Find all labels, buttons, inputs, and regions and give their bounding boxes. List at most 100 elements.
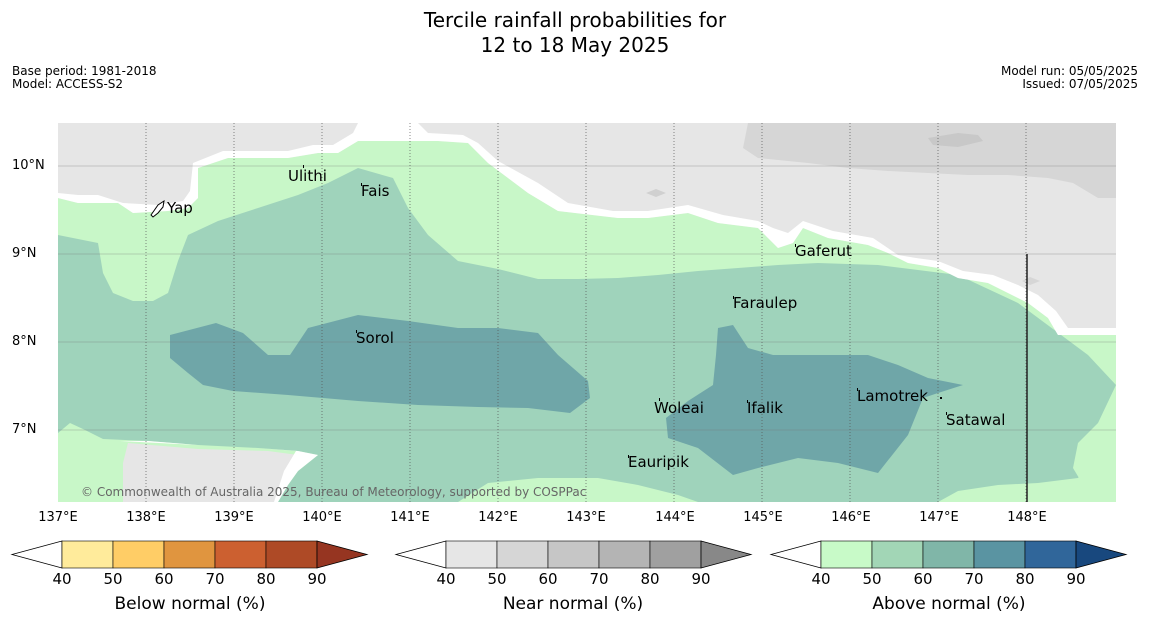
probability-map: Yap Ulithi Fais Gaferut Faraulep Sorol W… — [58, 123, 1116, 502]
island-mark — [946, 412, 947, 415]
colorbar-tick-label: 40 — [52, 570, 71, 588]
colorbar-swatch — [61, 540, 114, 569]
place-label-satawal: Satawal — [946, 411, 1005, 429]
colorbar-tick-label: 40 — [436, 570, 455, 588]
zone-near-50-patch — [928, 133, 983, 147]
legend-title-above: Above normal (%) — [872, 594, 1026, 614]
colorbar-swatch — [1024, 540, 1077, 569]
place-label-gaferut: Gaferut — [795, 242, 852, 260]
model-run: Model run: 05/05/2025 — [1000, 64, 1138, 78]
place-label-ifalik: Ifalik — [747, 399, 783, 417]
colorbar-swatch — [973, 540, 1026, 569]
island-mark — [733, 296, 734, 299]
lon-label-145e: 145°E — [743, 510, 783, 525]
map-grid — [58, 123, 1116, 502]
colorbar-tick-label: 50 — [487, 570, 506, 588]
island-mark — [303, 165, 304, 168]
zone-above-40-south-mid — [458, 478, 698, 502]
colorbar-tick-label: 50 — [862, 570, 881, 588]
zone-near-50-north — [743, 123, 1116, 198]
zone-above-60-east — [666, 325, 963, 475]
zone-above-60-west — [170, 315, 590, 413]
colorbar-tick-label: 70 — [589, 570, 608, 588]
colorbar-swatch — [163, 540, 216, 569]
colorbar-swatch — [649, 540, 702, 569]
colorbar-swatch — [445, 540, 498, 569]
lon-label-141e: 141°E — [390, 510, 430, 525]
lon-label-143e: 143°E — [566, 510, 606, 525]
place-label-ulithi: Ulithi — [288, 167, 327, 185]
island-mark — [361, 183, 362, 186]
colorbar-tick-label: 80 — [640, 570, 659, 588]
lat-label-10n: 10°N — [12, 158, 45, 173]
island-mark — [747, 400, 748, 403]
colorbar-tick-label: 70 — [964, 570, 983, 588]
colorbar-swatch — [871, 540, 924, 569]
lon-label-137e: 137°E — [38, 510, 78, 525]
colorbar-extend-low — [10, 540, 63, 569]
lon-label-138e: 138°E — [126, 510, 166, 525]
colorbar-above-normal: 40 50 60 70 80 90 — [769, 540, 1128, 588]
colorbar-tick-label: 90 — [1066, 570, 1085, 588]
model-name: Model: ACCESS-S2 — [12, 77, 124, 91]
colorbar-swatch — [547, 540, 600, 569]
colorbar-tick-label: 80 — [256, 570, 275, 588]
meta-left: Base period: 1981-2018 Model: ACCESS-S2 — [12, 65, 157, 91]
island-mark — [356, 330, 357, 333]
chart-title-line1: Tercile rainfall probabilities for — [423, 8, 727, 32]
yap-island — [150, 199, 165, 218]
colorbar-tick-label: 80 — [1015, 570, 1034, 588]
lon-label-142e: 142°E — [478, 510, 518, 525]
lon-label-148e: 148°E — [1007, 510, 1047, 525]
colorbar-extend-high — [316, 540, 369, 569]
legend-title-near: Near normal (%) — [502, 594, 644, 614]
zone-above-40-south-east — [938, 433, 1116, 502]
colorbar-near-normal: 40 50 60 70 80 90 — [394, 540, 753, 588]
colorbar-extend-high — [1075, 540, 1128, 569]
island-mark — [857, 388, 858, 391]
colorbar-swatch — [214, 540, 267, 569]
colorbar-swatch — [496, 540, 549, 569]
place-label-sorol: Sorol — [356, 329, 394, 347]
colorbar-swatch — [598, 540, 651, 569]
place-label-faraulep: Faraulep — [733, 294, 797, 312]
place-label-fais: Fais — [361, 182, 390, 200]
island-mark — [795, 244, 796, 247]
place-label-eauripik: Eauripik — [628, 453, 689, 471]
zone-near-40-south — [123, 443, 298, 502]
lon-label-139e: 139°E — [214, 510, 254, 525]
lat-label-9n: 9°N — [12, 246, 37, 261]
chart-title-line2: 12 to 18 May 2025 — [480, 33, 670, 57]
zone-above-40-east — [1073, 385, 1116, 502]
colorbar-tick-label: 60 — [154, 570, 173, 588]
colorbar-tick-label: 60 — [538, 570, 557, 588]
island-mark — [628, 455, 629, 458]
colorbar-tick-label: 50 — [103, 570, 122, 588]
colorbar-extend-low — [394, 540, 447, 569]
colorbar-tick-label: 60 — [913, 570, 932, 588]
zone-near-patch-small — [646, 189, 666, 197]
colorbar-tick-label: 70 — [205, 570, 224, 588]
meta-right: Model run: 05/05/2025 Issued: 07/05/2025 — [1001, 65, 1138, 91]
base-period: Base period: 1981-2018 — [12, 64, 157, 78]
lon-label-146e: 146°E — [831, 510, 871, 525]
place-labels: Yap Ulithi Fais Gaferut Faraulep Sorol W… — [166, 167, 1005, 471]
colorbar-swatch — [112, 540, 165, 569]
colorbar-swatch — [820, 540, 873, 569]
lon-label-147e: 147°E — [919, 510, 959, 525]
issued-date: Issued: 07/05/2025 — [1022, 77, 1138, 91]
place-label-lamotrek: Lamotrek — [857, 387, 928, 405]
colorbar-swatch — [922, 540, 975, 569]
colorbar-tick-label: 90 — [691, 570, 710, 588]
lon-label-140e: 140°E — [302, 510, 342, 525]
island-mark — [940, 397, 942, 399]
legend-title-below: Below normal (%) — [114, 594, 266, 614]
colorbar-extend-low — [769, 540, 822, 569]
place-label-yap: Yap — [166, 199, 193, 217]
lat-label-7n: 7°N — [12, 422, 37, 437]
lat-label-8n: 8°N — [12, 334, 37, 349]
zone-near-40-north — [58, 123, 1116, 335]
place-label-woleai: Woleai — [654, 399, 704, 417]
lon-label-144e: 144°E — [655, 510, 695, 525]
colorbar-extend-high — [700, 540, 753, 569]
